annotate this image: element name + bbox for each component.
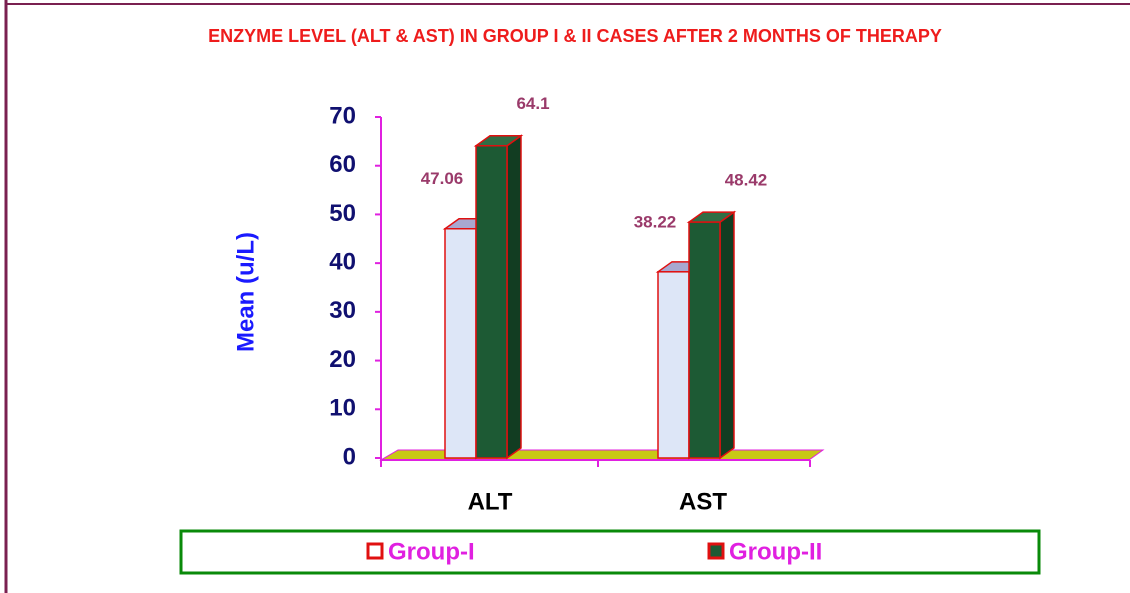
value-label: 64.1	[516, 94, 549, 113]
bar	[686, 210, 737, 460]
bar-front	[657, 271, 690, 459]
legend-label: Group-I	[388, 538, 475, 565]
bar-side	[506, 134, 522, 460]
value-label: 48.42	[725, 171, 768, 190]
y-tick-label: 70	[329, 102, 356, 129]
bar	[473, 134, 524, 460]
value-label: 38.22	[634, 212, 677, 231]
bar-front	[444, 228, 477, 459]
value-label: 47.06	[421, 169, 464, 188]
chart-title: ENZYME LEVEL (ALT & AST) IN GROUP I & II…	[208, 26, 942, 46]
legend-swatch	[707, 542, 725, 560]
y-tick-label: 60	[329, 151, 356, 178]
x-tick-label: AST	[679, 488, 727, 515]
y-tick-label: 10	[329, 395, 356, 422]
y-tick-label: 30	[329, 297, 356, 324]
y-tick-label: 50	[329, 200, 356, 227]
y-tick-label: 20	[329, 346, 356, 373]
bar-side	[719, 210, 735, 460]
y-tick-label: 40	[329, 248, 356, 275]
bar-front	[688, 221, 721, 459]
y-tick-label: 0	[343, 443, 356, 470]
y-axis-label: Mean (u/L)	[232, 232, 259, 352]
legend-box	[179, 529, 1041, 575]
legend-label: Group-II	[729, 538, 822, 565]
legend-swatch	[366, 542, 384, 560]
bar-front	[475, 144, 508, 459]
x-tick-label: ALT	[468, 488, 513, 515]
